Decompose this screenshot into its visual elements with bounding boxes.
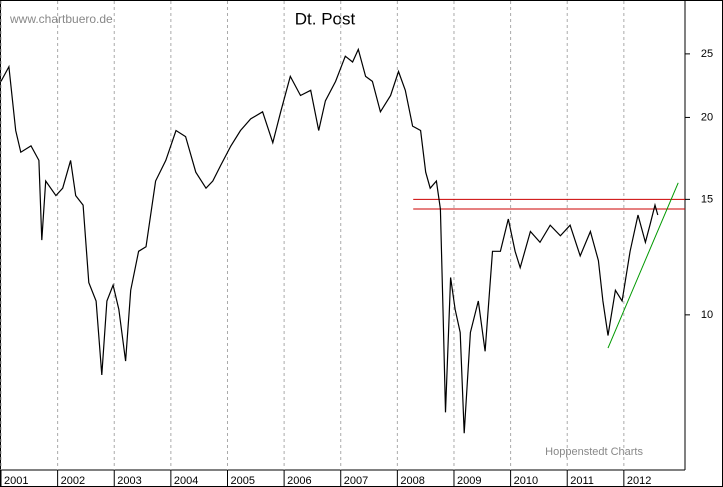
- y-tick-label: 20: [701, 111, 713, 123]
- x-tick-label: 2007: [344, 475, 368, 487]
- price-line: [0, 47, 659, 434]
- x-tick-label: 2011: [570, 475, 594, 487]
- y-tick-label: 10: [701, 309, 713, 321]
- x-tick-label: 2006: [287, 475, 311, 487]
- x-tick-label: 2009: [457, 475, 481, 487]
- y-tick-label: 25: [701, 48, 713, 60]
- x-tick-label: 2001: [4, 475, 28, 487]
- x-tick-label: 2003: [117, 475, 141, 487]
- x-tick-label: 2005: [230, 475, 254, 487]
- x-tick-label: 2010: [514, 475, 538, 487]
- trend-line: [607, 182, 679, 349]
- y-tick-label: 15: [701, 193, 713, 205]
- x-tick-label: 2002: [61, 475, 85, 487]
- source: www.chartbuero.de: [9, 12, 113, 26]
- x-tick-label: 2004: [174, 475, 198, 487]
- credit: Hoppenstedt Charts: [545, 446, 643, 458]
- x-tick-label: 2008: [400, 475, 424, 487]
- x-tick-label: 2012: [627, 475, 651, 487]
- chart-title: Dt. Post: [295, 9, 356, 28]
